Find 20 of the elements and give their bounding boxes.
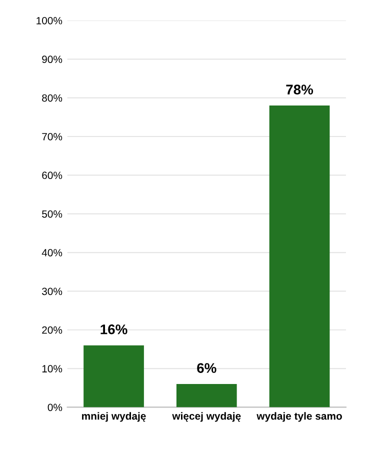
data-label: 16% [100,324,128,334]
y-tick-label: 10% [42,365,62,372]
data-label: 78% [286,84,314,94]
y-tick-label: 80% [42,94,62,102]
y-tick-label: 60% [42,172,62,180]
x-tick-label: więcej wydaję [172,412,241,422]
y-tick-label: 100% [36,16,62,24]
y-tick-label: 30% [42,288,62,296]
y-tick-label: 0% [48,404,62,412]
data-label: 6% [197,363,216,373]
y-tick-label: 40% [42,249,62,256]
y-tick-label: 20% [42,326,62,334]
x-tick-label: wydaje tyle samo [256,412,342,422]
y-tick-label: 90% [42,56,62,64]
x-tick-label: mniej wydaję [82,412,146,422]
bar [176,384,237,408]
y-tick-label: 70% [42,133,62,140]
bar [269,106,330,408]
y-tick-label: 50% [42,210,62,218]
bar [84,345,144,408]
